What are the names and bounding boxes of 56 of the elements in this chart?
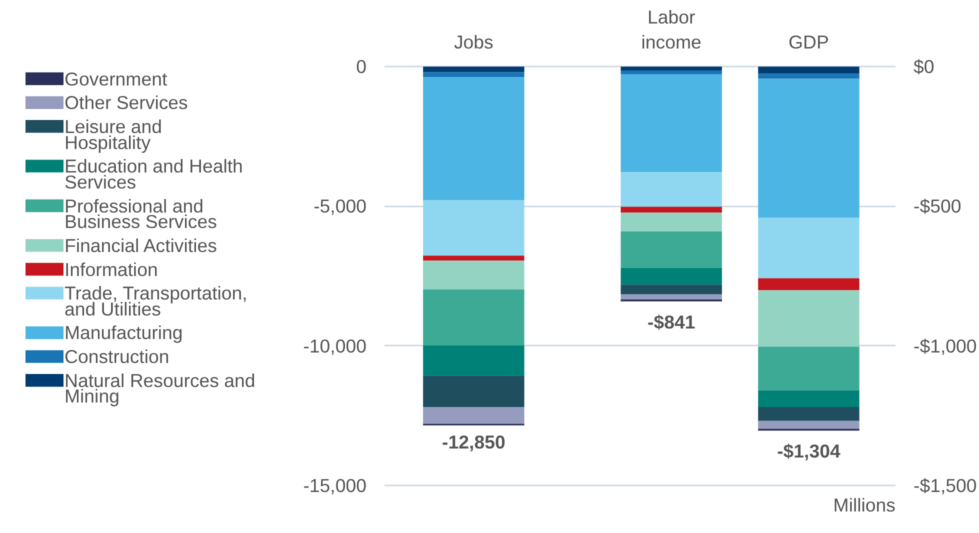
- legend-label: Financial Activities: [64, 234, 217, 256]
- bar: [758, 218, 860, 278]
- legend-label: Manufacturing: [64, 322, 183, 344]
- bar: [423, 346, 524, 376]
- bar: [758, 78, 860, 218]
- y-tick-label: 0: [356, 56, 367, 78]
- bar: [423, 72, 524, 78]
- total-label: -$841: [647, 311, 696, 332]
- bar: [620, 206, 722, 213]
- bar: [423, 77, 524, 200]
- legend-label: Construction: [64, 346, 170, 368]
- bar: [758, 74, 860, 79]
- bar: [423, 289, 524, 346]
- bar: [758, 290, 860, 347]
- y-tick-label: -10,000: [303, 335, 367, 356]
- bar: [758, 346, 860, 390]
- y-tick-label: -$500: [914, 196, 962, 217]
- y-tick-label: -15,000: [303, 474, 367, 496]
- legend-label: Education and Health Services: [64, 156, 243, 192]
- text: Millions: [833, 494, 896, 516]
- bar: [620, 74, 722, 172]
- legend-label: Leisure and Hospitality: [64, 116, 162, 153]
- legend-label: Other Services: [64, 92, 188, 114]
- legend-label: Information: [64, 258, 158, 280]
- bar: [423, 66, 524, 72]
- y-tick-label: -$1,000: [914, 335, 977, 356]
- bar: [758, 420, 860, 429]
- bar: [620, 231, 722, 268]
- bar: [423, 260, 524, 290]
- bar: [620, 70, 722, 74]
- bar: [423, 256, 524, 261]
- bar: [423, 200, 524, 256]
- y-tick-label: $0: [914, 56, 934, 78]
- bar: [620, 268, 722, 285]
- bar: [620, 66, 722, 71]
- bar: [758, 390, 860, 407]
- x-tick-label: Jobs: [454, 32, 494, 52]
- legend-label: Professional and Business Services: [64, 195, 217, 232]
- legend-label: Natural Resources and Mining: [64, 370, 256, 407]
- y-tick-label: -5,000: [314, 196, 367, 217]
- bar: [758, 66, 860, 74]
- legend-label: Trade, Transportation, and Utilities: [64, 282, 248, 320]
- total-label: -12,850: [442, 431, 506, 452]
- legend-label: Government: [64, 68, 168, 90]
- bar: [423, 406, 524, 424]
- bar: [423, 376, 524, 407]
- bar: [620, 294, 722, 300]
- x-tick-label: Labor income: [641, 6, 702, 52]
- bar: [620, 284, 722, 294]
- bar: [620, 172, 722, 207]
- y-tick-label: -$1,500: [914, 474, 977, 496]
- bar: [620, 212, 722, 232]
- total-label: -$1,304: [777, 440, 841, 462]
- bar: [758, 406, 860, 421]
- x-tick-label: GDP: [788, 32, 829, 52]
- bar: [758, 278, 860, 290]
